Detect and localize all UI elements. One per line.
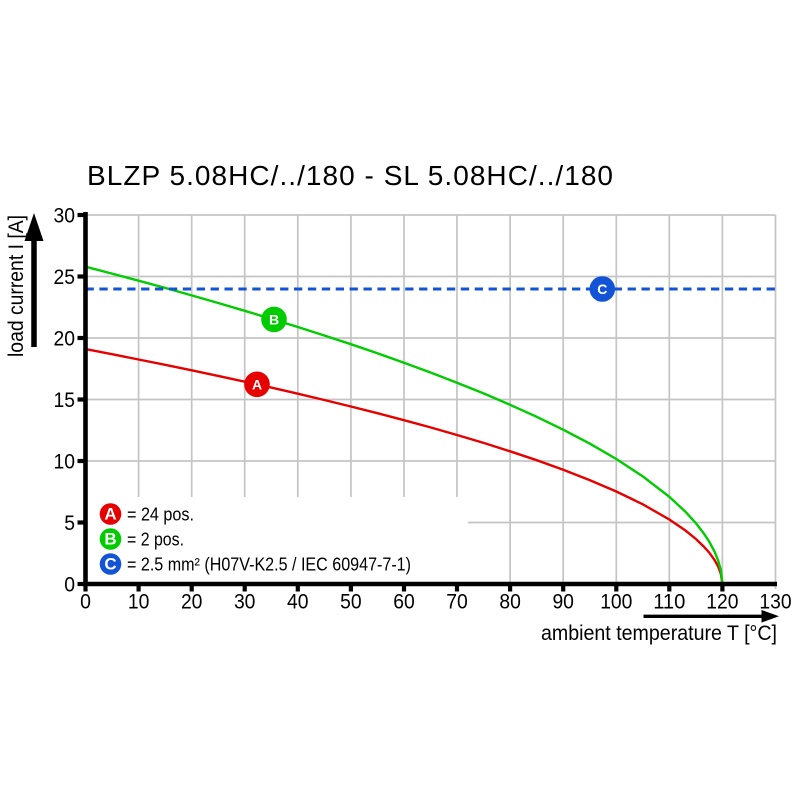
svg-text:= 24 pos.: = 24 pos. [127, 504, 194, 524]
svg-text:30: 30 [234, 590, 256, 614]
svg-text:25: 25 [54, 265, 76, 289]
svg-text:20: 20 [54, 327, 76, 351]
svg-text:A: A [252, 376, 262, 392]
svg-text:= 2 pos.: = 2 pos. [127, 529, 184, 549]
svg-text:30: 30 [54, 204, 76, 228]
svg-text:90: 90 [552, 590, 574, 614]
svg-text:0: 0 [80, 590, 91, 614]
svg-text:B: B [104, 530, 116, 549]
svg-text:100: 100 [600, 590, 632, 614]
svg-text:110: 110 [653, 590, 685, 614]
svg-text:C: C [104, 555, 116, 574]
svg-text:120: 120 [706, 590, 738, 614]
svg-text:= 2.5 mm² (H07V-K2.5 / IEC 609: = 2.5 mm² (H07V-K2.5 / IEC 60947-7-1) [127, 554, 411, 574]
svg-text:40: 40 [287, 590, 309, 614]
svg-text:60: 60 [393, 590, 415, 614]
svg-text:70: 70 [446, 590, 468, 614]
svg-text:A: A [104, 505, 116, 524]
svg-text:20: 20 [181, 590, 203, 614]
svg-text:B: B [269, 311, 279, 327]
svg-text:5: 5 [64, 511, 75, 535]
svg-text:15: 15 [54, 388, 76, 412]
svg-text:ambient temperature T [°C]: ambient temperature T [°C] [541, 622, 777, 645]
svg-text:50: 50 [340, 590, 362, 614]
svg-text:load current I [A]: load current I [A] [4, 215, 28, 357]
svg-text:BLZP 5.08HC/../180 - SL 5.08HC: BLZP 5.08HC/../180 - SL 5.08HC/../180 [87, 160, 613, 191]
svg-text:80: 80 [499, 590, 521, 614]
svg-text:0: 0 [64, 573, 75, 597]
svg-text:10: 10 [128, 590, 150, 614]
svg-text:10: 10 [54, 450, 76, 474]
svg-text:C: C [597, 281, 607, 297]
svg-text:130: 130 [759, 590, 791, 614]
